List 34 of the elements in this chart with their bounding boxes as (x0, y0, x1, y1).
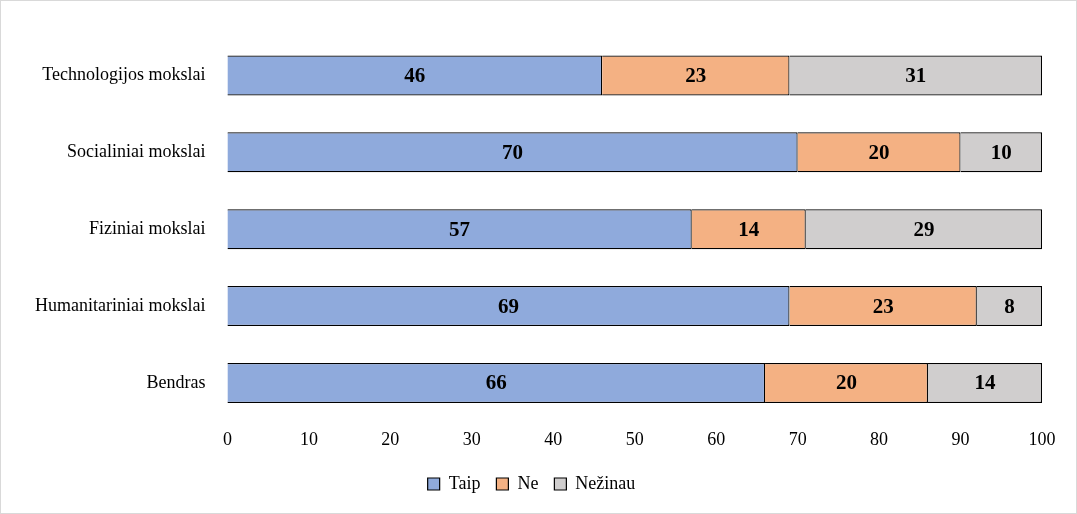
x-tick-label: 50 (625, 428, 644, 449)
x-tick-label: 70 (788, 428, 807, 449)
x-tick-label: 100 (1028, 428, 1056, 449)
x-tick-label: 10 (299, 428, 318, 449)
data-label: 20 (868, 139, 890, 164)
y-tick-label: Socialiniai mokslai (66, 141, 206, 162)
data-label: 14 (974, 370, 996, 395)
legend-label: Nežinau (575, 472, 636, 493)
data-label: 31 (905, 62, 927, 87)
y-tick-label: Humanitariniai mokslai (35, 294, 206, 315)
x-tick-label: 90 (951, 428, 970, 449)
x-tick-label: 20 (381, 428, 400, 449)
data-label: 23 (872, 293, 894, 318)
data-label: 66 (485, 370, 507, 395)
legend-label: Taip (448, 472, 481, 493)
data-label: 23 (685, 62, 707, 87)
legend-label: Ne (517, 472, 539, 493)
data-label: 29 (913, 216, 935, 241)
x-tick-label: 30 (462, 428, 481, 449)
x-tick-label: 40 (544, 428, 563, 449)
x-tick-label: 80 (870, 428, 889, 449)
data-label: 10 (990, 139, 1012, 164)
x-tick-label: 60 (707, 428, 726, 449)
x-tick-label: 0 (222, 428, 232, 449)
data-label: 46 (404, 62, 426, 87)
data-label: 57 (449, 216, 471, 241)
y-tick-label: Fiziniai mokslai (88, 217, 206, 238)
data-label: 20 (836, 370, 858, 395)
y-tick-label: Technologijos mokslai (42, 64, 206, 85)
data-label: 70 (502, 139, 524, 164)
data-label: 8 (1004, 293, 1015, 318)
data-label: 14 (738, 216, 760, 241)
y-tick-label: Bendras (146, 371, 206, 392)
data-label: 69 (497, 293, 519, 318)
